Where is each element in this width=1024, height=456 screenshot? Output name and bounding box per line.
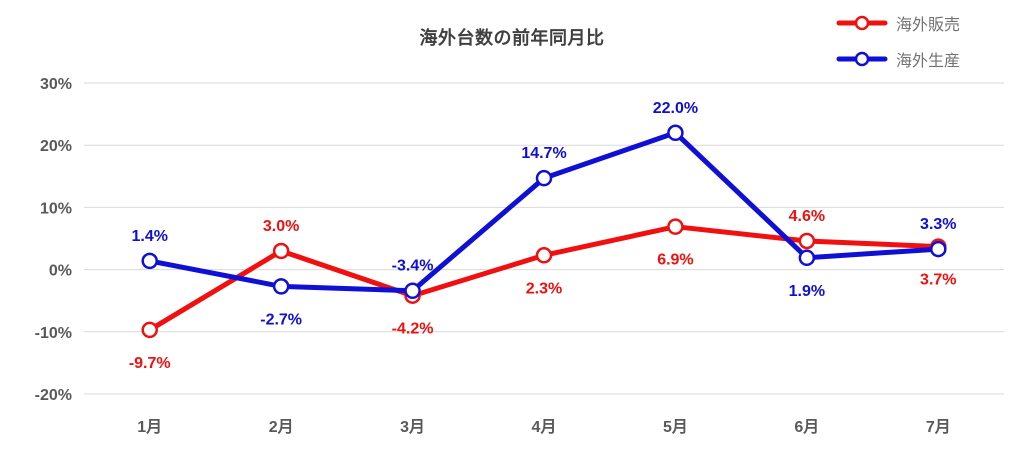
- data-point-marker: [667, 218, 684, 235]
- data-point-marker: [535, 247, 553, 264]
- data-label: 2.3%: [526, 280, 562, 297]
- data-label: -3.4%: [392, 258, 434, 275]
- data-label: 6.9%: [657, 252, 693, 269]
- data-label: 3.3%: [920, 216, 956, 233]
- legend-label-overseas-sales: 海外販売: [896, 17, 961, 34]
- data-label: 14.7%: [521, 145, 566, 162]
- red-line-marker-icon: [836, 15, 888, 31]
- chart-legend: 海外販売 海外生産: [836, 10, 960, 72]
- x-axis-tick-label: 1月: [137, 418, 162, 436]
- y-axis-tick-label: 30%: [40, 76, 72, 93]
- x-axis-tick-label: 7月: [926, 418, 951, 436]
- y-axis-tick-label: -10%: [35, 325, 72, 342]
- legend-label-overseas-production: 海外生産: [896, 53, 961, 70]
- data-point-marker: [798, 232, 816, 250]
- data-label: 4.6%: [789, 208, 825, 225]
- data-point-marker: [535, 169, 553, 187]
- x-axis-tick-label: 4月: [532, 418, 557, 436]
- y-axis-tick-label: 20%: [40, 138, 72, 155]
- data-label: -2.7%: [260, 311, 302, 328]
- x-axis-tick-label: 5月: [663, 418, 688, 436]
- data-label: 1.9%: [789, 283, 825, 300]
- y-axis-tick-label: 10%: [40, 200, 72, 217]
- legend-item-overseas-production: 海外生産: [836, 46, 960, 72]
- data-point-marker: [930, 240, 947, 258]
- data-label: 3.7%: [920, 272, 956, 289]
- data-label: 3.0%: [263, 218, 299, 235]
- data-point-marker: [272, 242, 290, 260]
- data-label: -9.7%: [129, 355, 171, 372]
- data-point-marker: [404, 282, 421, 299]
- data-point-marker: [141, 252, 158, 270]
- x-axis-tick-label: 2月: [269, 418, 294, 436]
- legend-item-overseas-sales: 海外販売: [836, 10, 960, 36]
- blue-line-marker-icon: [836, 51, 888, 67]
- data-label: 1.4%: [131, 228, 167, 245]
- data-label: -4.2%: [392, 321, 434, 338]
- chart-title: 海外台数の前年同月比: [419, 28, 605, 48]
- data-label: 22.0%: [653, 100, 698, 117]
- x-axis-tick-label: 6月: [794, 418, 819, 436]
- y-axis-tick-label: 0%: [49, 263, 72, 280]
- y-axis-tick-label: -20%: [35, 387, 72, 404]
- data-point-marker: [667, 124, 684, 142]
- data-point-marker: [798, 249, 816, 267]
- data-point-marker: [272, 278, 290, 295]
- x-axis-tick-label: 3月: [400, 418, 425, 436]
- data-point-marker: [141, 321, 158, 339]
